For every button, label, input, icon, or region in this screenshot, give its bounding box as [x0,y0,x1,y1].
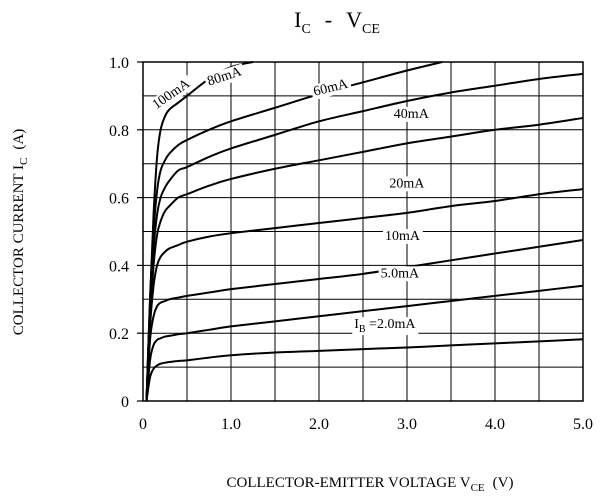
curve-label-1: 80mA [203,63,247,91]
x-axis-label: COLLECTOR-EMITTER VOLTAGE VCE (V) [227,475,514,494]
y-tick-label: 0.2 [109,326,129,343]
curve-label-text: 10mA [385,229,421,244]
curve-label-background [391,106,432,122]
curve-label-background [383,229,423,244]
curve-7 [145,338,584,402]
curve-3 [145,116,584,402]
curve-5 [145,238,584,402]
curve-label-text: IB =2.0mA [354,317,416,335]
curve-label-3: 40mA [391,106,432,122]
plot-border [142,61,584,402]
x-tick-label: 5.0 [573,416,593,433]
curve-label-background [387,176,428,192]
curve-label-4: 20mA [387,176,428,192]
x-tick-label: 2.0 [309,416,329,433]
plot-grid [143,62,583,401]
curve-2 [145,72,584,402]
y-tick-label: 0 [121,394,129,411]
curve-6 [145,284,584,402]
curve-label-background [309,76,353,101]
y-tick-label: 0.6 [109,191,129,208]
curve-label-text: 80mA [206,64,245,89]
y-axis-label: COLLECTOR CURRENT IC(A) [11,129,30,335]
curve-label-7: IB =2.0mA [352,317,419,336]
curve-label-text: 40mA [394,107,430,122]
curve-label-background [203,63,247,91]
x-tick-label: 1.0 [221,416,241,433]
curve-label-5: 10mA [383,229,423,244]
x-tick-label: 4.0 [485,416,505,433]
x-tick-label: 0 [139,416,147,433]
curve-4 [145,188,584,402]
y-tick-label: 0.4 [109,258,129,275]
y-tick-label: 0.8 [109,123,129,140]
y-tick-label: 1.0 [109,55,129,72]
x-tick-labels: 0 1.0 2.0 3.0 4.0 5.0 [139,416,593,433]
curve-label-background [148,74,196,114]
chart-title: IC - VCE [294,7,380,37]
curve-label-6: 5.0mA [378,266,422,282]
y-tick-labels: 0 0.2 0.4 0.6 0.8 1.0 [109,55,129,411]
curve-label-background [378,266,422,282]
curve-label-background [352,317,419,336]
curve-label-2: 60mA [309,76,353,101]
curve-label-text: 20mA [389,176,425,191]
curve-label-text: 5.0mA [381,266,420,281]
plot-frame [137,61,584,402]
x-tick-label: 3.0 [397,416,417,433]
